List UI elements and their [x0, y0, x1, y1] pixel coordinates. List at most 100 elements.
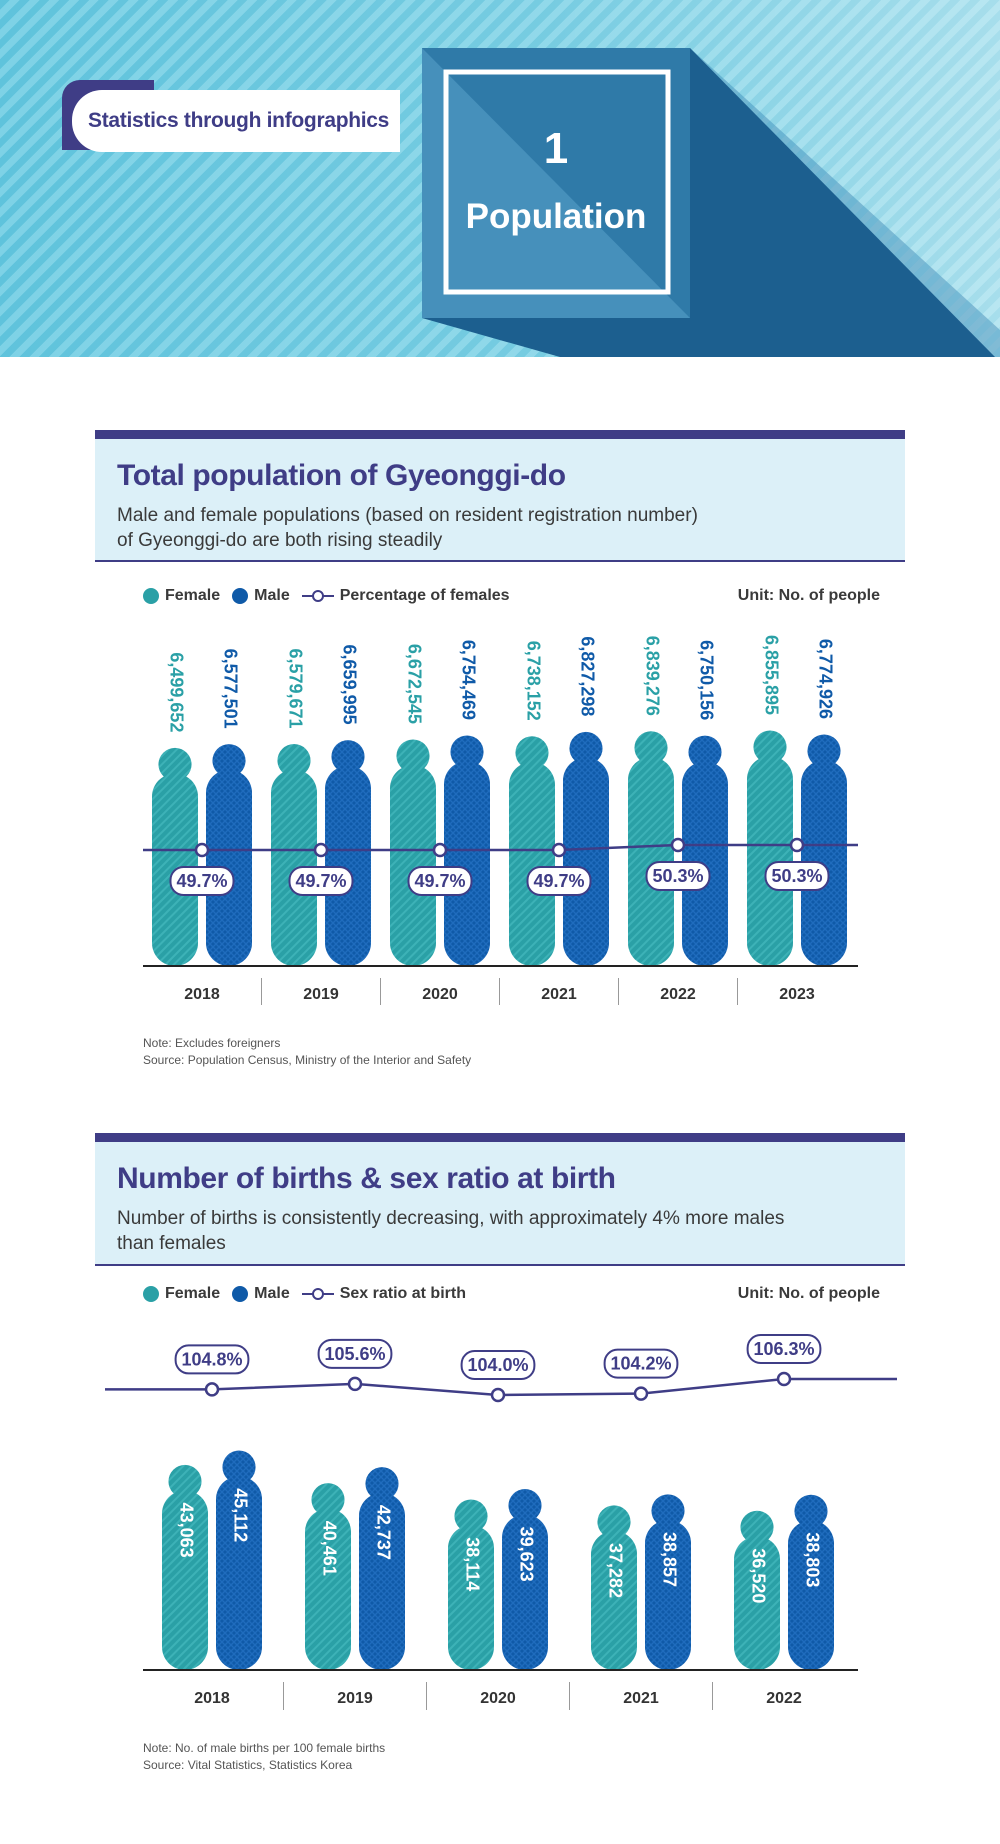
female-bar — [152, 747, 198, 966]
male-value-label: 38,857 — [659, 1532, 679, 1587]
female-value-label: 37,282 — [605, 1543, 625, 1598]
chart2-note: Note: No. of male births per 100 female … — [143, 1741, 386, 1755]
section-label: Population — [465, 197, 647, 236]
legend-female: Female — [143, 587, 220, 605]
chart1-subtitle: Male and female populations (based on re… — [117, 503, 883, 553]
female-value-label: 40,461 — [319, 1521, 339, 1576]
svg-text:49.7%: 49.7% — [533, 871, 584, 891]
svg-text:50.3%: 50.3% — [652, 866, 703, 886]
svg-text:49.7%: 49.7% — [295, 871, 346, 891]
svg-text:104.8%: 104.8% — [181, 1349, 242, 1369]
chart1-note: Note: Excludes foreigners — [143, 1036, 281, 1050]
chart2-subtitle-line: than females — [117, 1233, 226, 1254]
chart2-subtitle-line: Number of births is consistently decreas… — [117, 1208, 785, 1229]
female-value-label: 43,063 — [176, 1503, 196, 1558]
category-label: 2022 — [660, 986, 696, 1003]
svg-text:49.7%: 49.7% — [176, 871, 227, 891]
line-point — [633, 1386, 649, 1401]
chart2-source: Source: Vital Statistics, Statistics Kor… — [143, 1758, 353, 1772]
category-label: 2022 — [766, 1690, 802, 1707]
legend-line: Percentage of females — [301, 587, 510, 605]
legend-male-label: Male — [254, 1285, 290, 1302]
chart1-subtitle-line: of Gyeonggi-do are both rising steadily — [117, 530, 443, 551]
line-point — [670, 837, 686, 853]
female-bar — [734, 1510, 780, 1670]
male-value-label: 6,577,501 — [220, 649, 240, 729]
category-label: 2023 — [779, 986, 815, 1003]
male-value-label: 45,112 — [230, 1488, 250, 1542]
male-bar — [502, 1488, 548, 1670]
header-banner: Statistics through infographics 1 Popula… — [0, 0, 1000, 357]
line-point — [776, 1371, 792, 1387]
female-bar — [271, 743, 317, 966]
female-bar — [162, 1464, 208, 1670]
female-value-label: 6,672,545 — [404, 644, 424, 724]
legend-male-label: Male — [254, 587, 290, 604]
male-value-label: 6,774,926 — [815, 639, 835, 719]
category-label: 2018 — [184, 986, 220, 1003]
category-label: 2018 — [194, 1690, 230, 1707]
section-number: 1 — [543, 124, 569, 173]
male-value-label: 42,737 — [373, 1505, 393, 1560]
male-bar — [444, 735, 490, 966]
chart2-title: Number of births & sex ratio at birth — [117, 1162, 616, 1195]
line-point — [789, 837, 805, 853]
line-value-label: 105.6% — [317, 1338, 393, 1369]
line-point — [313, 842, 329, 858]
line-value-label: 49.7% — [288, 866, 354, 896]
chart2-plot: 43,063 45,112 2018 40,461 42,737 2019 38,114 39… — [105, 1334, 897, 1710]
female-bar — [747, 730, 793, 966]
chart1-unit: Unit: No. of people — [737, 587, 880, 604]
line-value-label: 106.3% — [746, 1334, 822, 1364]
line-point — [551, 842, 567, 858]
male-value-label: 6,754,469 — [458, 640, 478, 720]
line-point — [490, 1387, 506, 1403]
male-bar — [216, 1450, 262, 1670]
female-value-label: 6,579,671 — [285, 648, 305, 728]
female-bar — [448, 1499, 494, 1670]
category-label: 2019 — [303, 986, 339, 1003]
legend-female-label: Female — [165, 1285, 221, 1302]
svg-text:104.0%: 104.0% — [467, 1355, 528, 1375]
legend-line: Sex ratio at birth — [301, 1285, 466, 1303]
section1-top-bar — [95, 430, 905, 439]
line-point — [204, 1382, 220, 1397]
chart2-subtitle: Number of births is consistently decreas… — [117, 1206, 883, 1256]
chart1-plot: 6,499,652 6,577,501 2018 6,579,671 6,659,995… — [143, 635, 858, 1005]
svg-text:105.6%: 105.6% — [324, 1344, 385, 1364]
category-label: 2021 — [623, 1690, 659, 1707]
female-dot-icon — [143, 588, 159, 604]
category-label: 2020 — [480, 1690, 516, 1707]
female-value-label: 6,499,652 — [166, 652, 186, 732]
hero-title: 1 Population — [445, 72, 667, 292]
male-bar — [682, 735, 728, 966]
male-dot-icon — [232, 1286, 249, 1302]
male-value-label: 38,803 — [802, 1532, 822, 1587]
female-dot-icon — [143, 1286, 159, 1302]
line-value-label: 49.7% — [526, 866, 592, 896]
female-bar — [390, 739, 436, 966]
line-series — [143, 843, 858, 852]
line-value-label: 50.3% — [645, 861, 711, 891]
category-label: 2021 — [541, 986, 577, 1003]
chart1-legend: Female Male Percentage of females — [143, 587, 522, 605]
line-value-label: 49.7% — [169, 866, 235, 896]
line-value-label: 50.3% — [764, 861, 830, 891]
legend-male: Male — [232, 1285, 290, 1303]
svg-text:106.3%: 106.3% — [753, 1339, 814, 1359]
female-value-label: 6,839,276 — [642, 636, 662, 716]
legend-female: Female — [143, 1285, 220, 1303]
male-bar — [645, 1494, 691, 1670]
male-dot-icon — [232, 588, 249, 604]
female-value-label: 6,738,152 — [523, 641, 543, 721]
male-value-label: 6,827,298 — [577, 636, 597, 716]
section2-header: Number of births & sex ratio at birth Nu… — [95, 1142, 905, 1266]
female-bar — [509, 736, 555, 966]
male-value-label: 6,659,995 — [339, 645, 359, 725]
female-bar — [305, 1483, 351, 1670]
male-value-label: 6,750,156 — [696, 640, 716, 720]
svg-text:50.3%: 50.3% — [771, 866, 822, 886]
male-bar — [801, 734, 847, 966]
line-value-label: 49.7% — [407, 866, 473, 896]
male-bar — [206, 744, 252, 966]
